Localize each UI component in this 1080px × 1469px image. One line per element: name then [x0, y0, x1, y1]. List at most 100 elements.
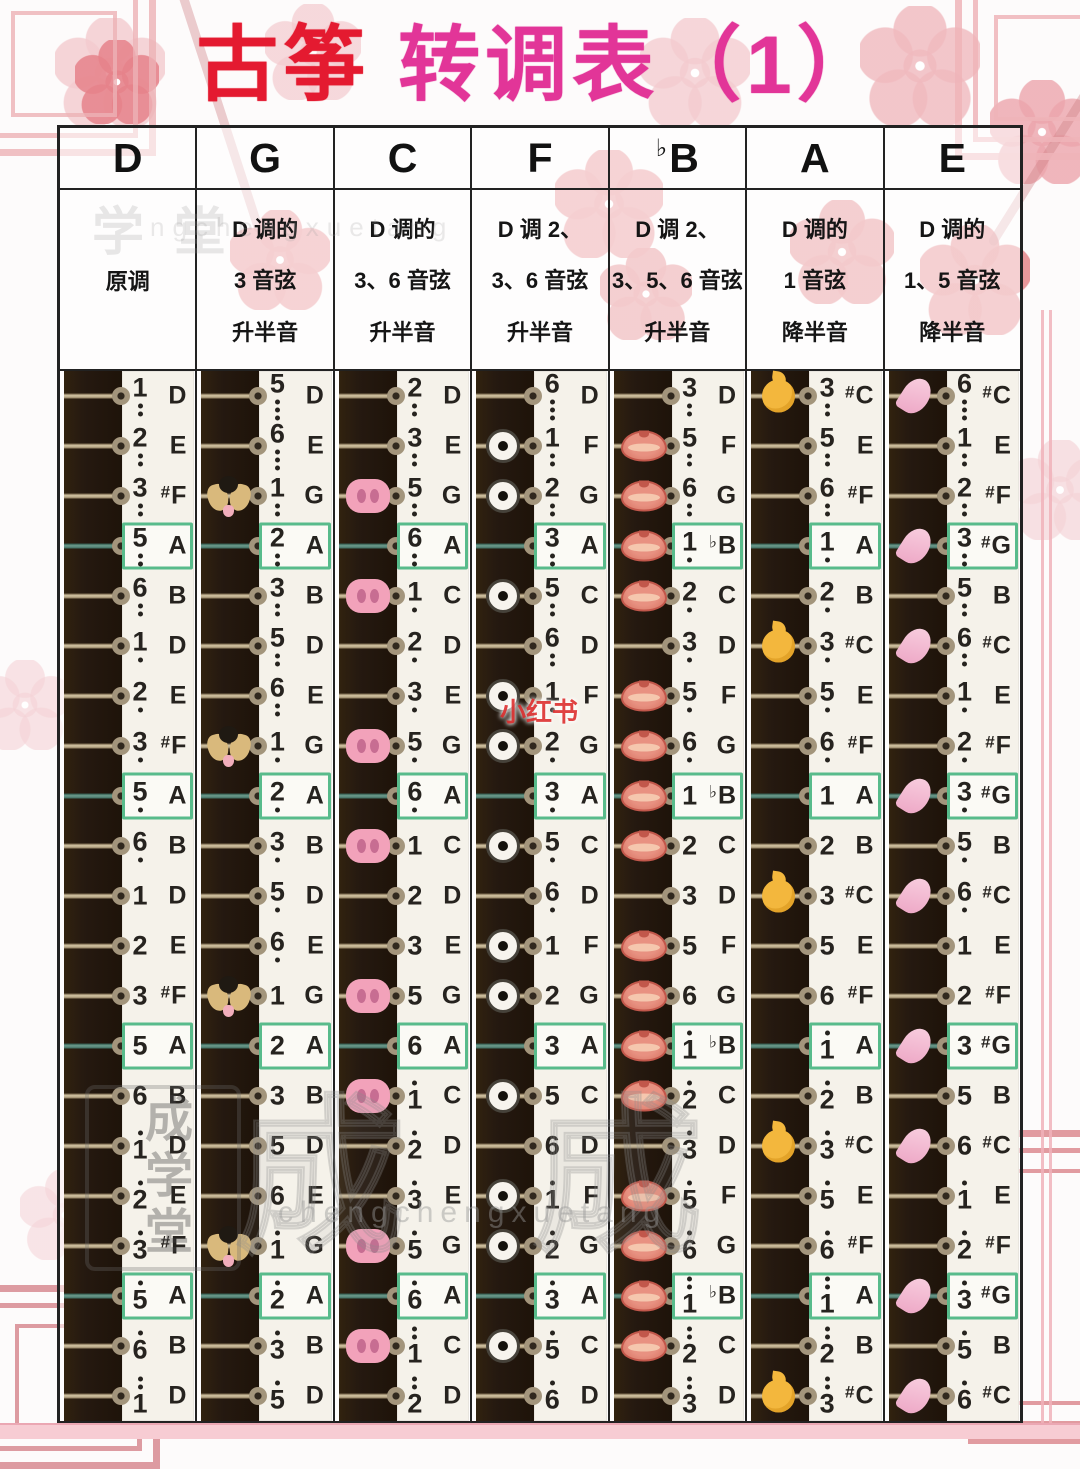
string-line — [201, 1093, 260, 1099]
green-highlight-box — [122, 1022, 194, 1070]
circle-icon — [486, 829, 521, 863]
octave-dot-below — [549, 561, 555, 566]
octave-dot-below — [412, 453, 418, 458]
bee-tongue — [223, 505, 235, 517]
jianpu-digit: 2 — [544, 980, 560, 1011]
jianpu-digit: 6 — [682, 1234, 698, 1265]
jianpu-digit: 6 — [132, 572, 148, 603]
note-letter: #C — [845, 1131, 874, 1160]
string-line — [201, 593, 260, 599]
octave-dot-below — [274, 561, 280, 566]
jianpu-digit: 6 — [957, 368, 973, 399]
jianpu-digit: 5 — [544, 826, 560, 857]
jianpu-number: 1 — [543, 424, 561, 468]
lips-icon — [620, 1230, 667, 1262]
jianpu-number: 3 — [956, 524, 974, 568]
octave-dot-above — [824, 1276, 830, 1281]
string-row: 2 #F — [885, 471, 1020, 521]
octave-dot-above — [687, 1326, 693, 1331]
accidental-sign: # — [160, 482, 171, 502]
circle-icon — [486, 729, 521, 763]
peach-icon — [762, 379, 796, 413]
octave-dot-below — [687, 607, 693, 612]
jianpu-digit: 2 — [269, 522, 285, 553]
jianpu-digit: 5 — [544, 1334, 560, 1365]
retune-description: D 调的 1、5 音弦 降半音 — [884, 190, 1020, 371]
jianpu-number: 5 — [543, 1082, 561, 1110]
string-line — [64, 643, 122, 649]
octave-dot-below — [687, 557, 693, 562]
string-row: 3 #G — [885, 771, 1020, 821]
jianpu-number: 1 — [406, 832, 424, 860]
string-line — [888, 693, 947, 699]
string-peg-icon — [386, 737, 405, 755]
note-letter: A — [168, 531, 187, 560]
lips-icon — [620, 780, 667, 812]
green-highlight-box — [259, 772, 331, 820]
string-peg-icon — [386, 987, 405, 1005]
key-letter: F — [527, 134, 553, 181]
green-string-line — [64, 1043, 122, 1049]
string-board: 3 #C 5 E 6 #F 1 A 2 B 3 #C 5 E 6 #F 1 A 2 B 3 #C 5 E 6 #F 1 A 2 B 3 #C 5… — [747, 371, 882, 1421]
accidental-sign: # — [847, 732, 858, 752]
string-peg-icon — [936, 387, 955, 405]
string-line — [201, 893, 260, 899]
string-line — [613, 1393, 672, 1399]
jianpu-digit: 1 — [819, 780, 835, 811]
retune-description-line: 3、6 音弦 — [491, 268, 589, 294]
octave-dot-above — [687, 1180, 693, 1185]
string-line — [888, 1193, 947, 1199]
octave-dot-above — [687, 1080, 693, 1085]
jianpu-digit: 3 — [957, 1284, 973, 1315]
octave-dot-above — [274, 1280, 280, 1285]
key-letter: B — [669, 134, 699, 181]
string-row: 2 #F — [885, 971, 1020, 1021]
string-peg-icon — [799, 1237, 818, 1255]
string-line — [338, 393, 397, 399]
jianpu-number: 1 — [956, 424, 974, 468]
jianpu-digit: 2 — [269, 1284, 285, 1315]
jianpu-digit: 5 — [132, 776, 148, 807]
note-letter: C — [718, 581, 737, 610]
string-peg-icon — [386, 437, 405, 455]
key-letter: A — [800, 134, 830, 181]
octave-dot-above — [137, 1280, 143, 1285]
octave-dot-below — [824, 657, 830, 662]
string-line — [64, 443, 122, 449]
circle-icon — [486, 479, 521, 513]
bee-icon — [205, 975, 254, 1017]
petal-icon — [893, 873, 937, 919]
jianpu-number: 5 — [681, 1179, 699, 1214]
string-row: 3 #F — [60, 971, 195, 1021]
string-peg-icon — [249, 387, 268, 405]
jianpu-number: 2 — [406, 374, 424, 418]
note-letter: F — [583, 681, 599, 710]
string-peg-icon — [799, 487, 818, 505]
jianpu-number: 6 — [131, 1082, 149, 1110]
octave-dot-below — [549, 907, 555, 912]
string-peg-icon — [386, 1087, 405, 1105]
jianpu-digit: 3 — [819, 1388, 835, 1419]
jianpu-number: 3 — [131, 982, 149, 1010]
bee-head — [219, 476, 239, 493]
octave-dot-below — [962, 453, 968, 458]
octave-dot-above — [824, 1376, 830, 1381]
string-line — [201, 393, 260, 399]
jianpu-number: 2 — [956, 474, 974, 518]
string-peg-icon — [249, 937, 268, 955]
green-highlight-box — [122, 772, 194, 820]
string-peg-icon — [386, 887, 405, 905]
